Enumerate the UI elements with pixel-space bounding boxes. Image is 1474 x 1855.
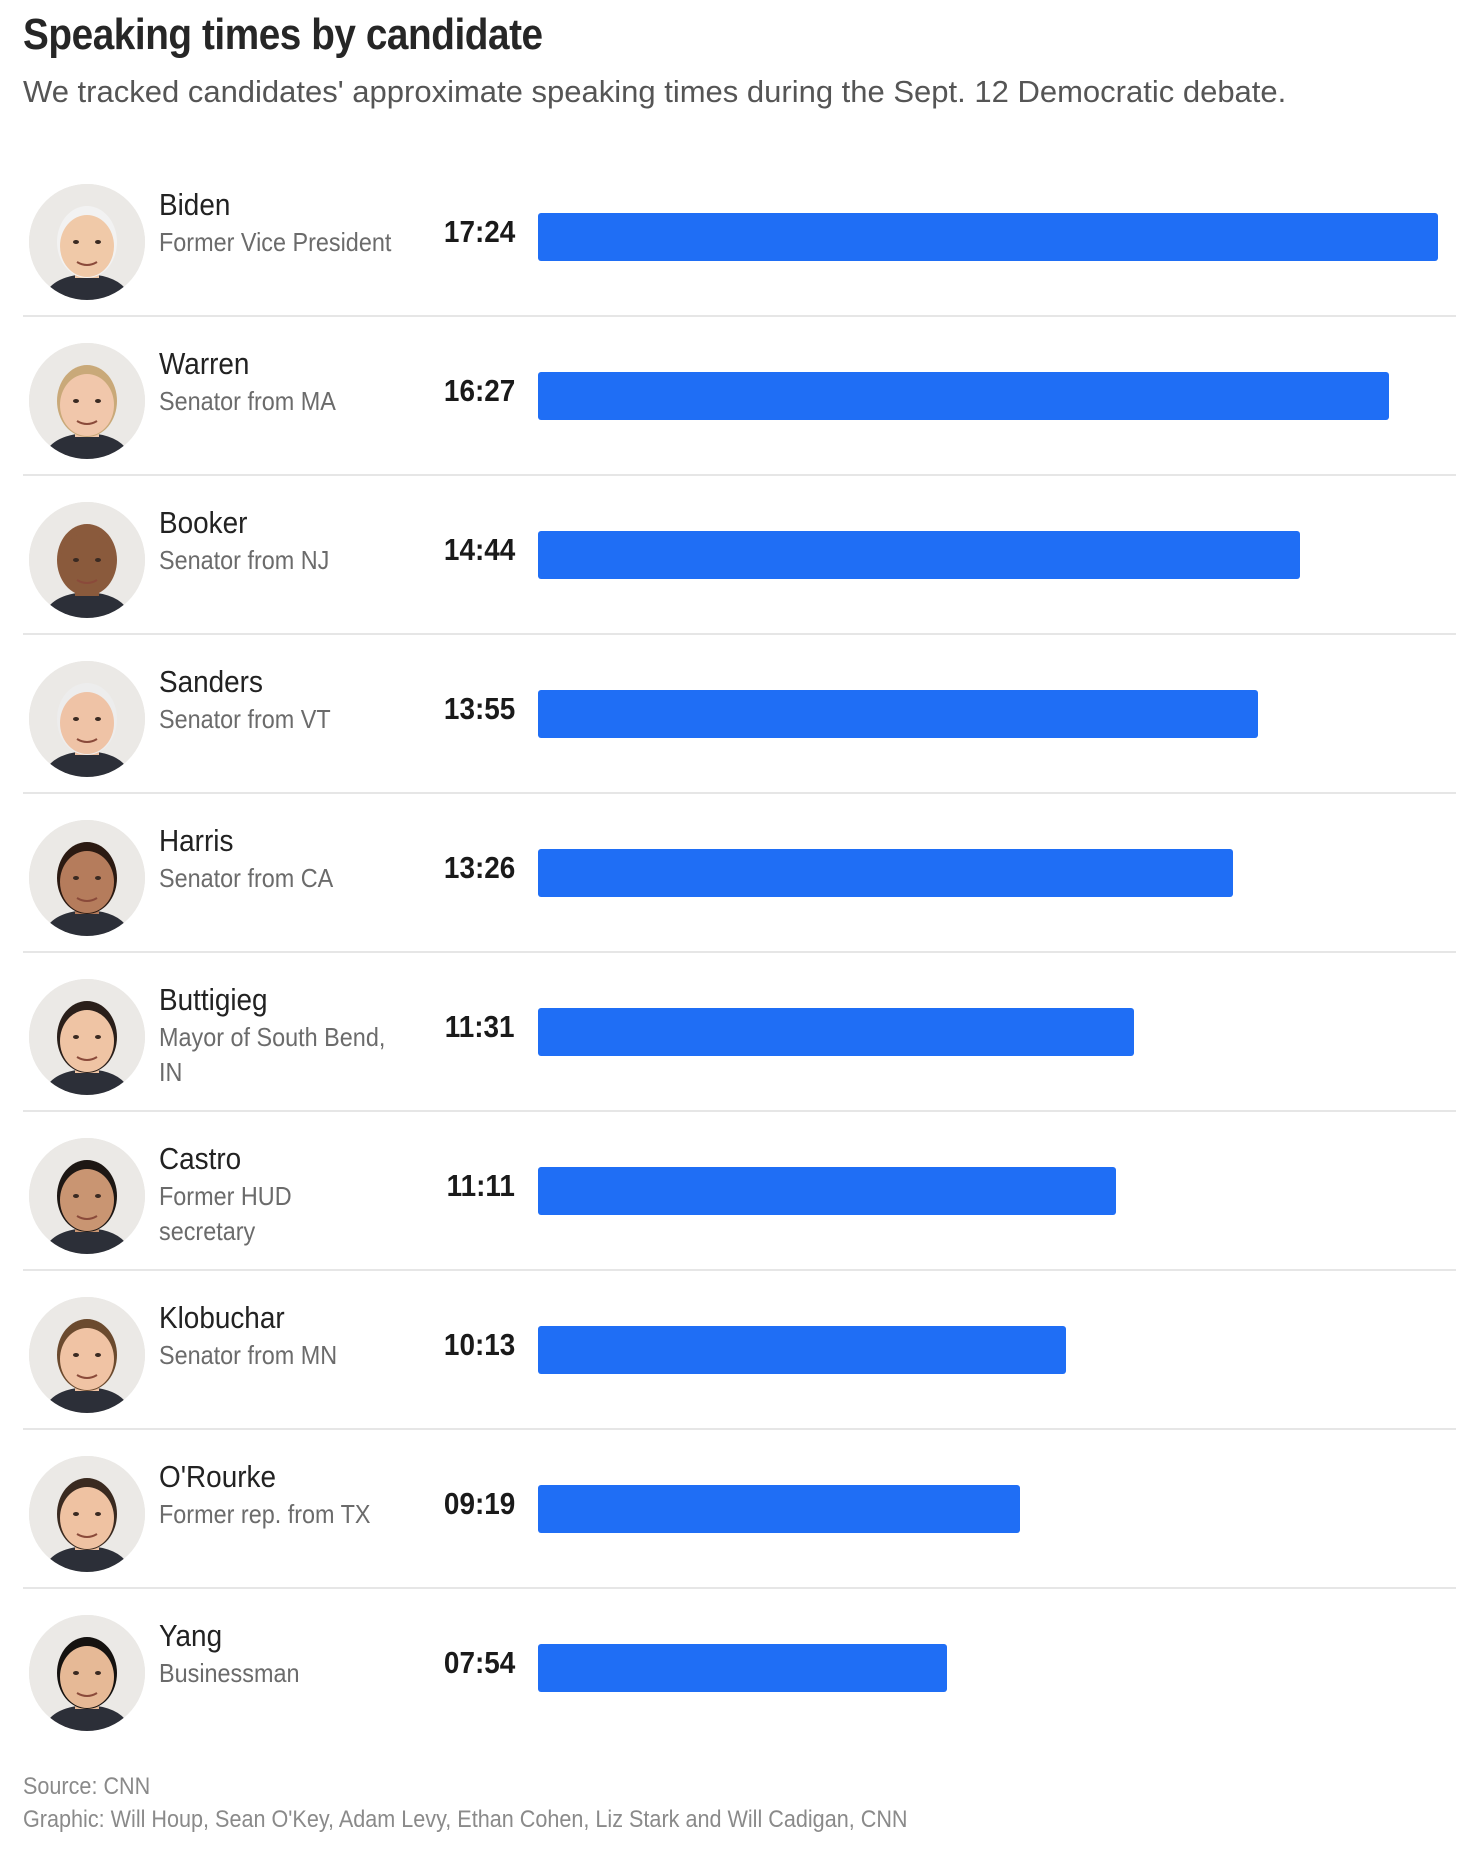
candidate-role: Senator from MN xyxy=(159,1340,338,1370)
speaking-time-bar xyxy=(538,531,1300,579)
orourke-portrait-icon xyxy=(29,1456,145,1572)
speaking-time-bar xyxy=(538,372,1389,420)
candidate-name: Sanders xyxy=(159,664,263,699)
candidate-row: Biden Former Vice President 17:24 xyxy=(23,158,1456,317)
candidate-name: Yang xyxy=(159,1618,223,1653)
candidate-label: Sanders Senator from VT xyxy=(159,663,419,737)
speaking-time-bar xyxy=(538,1644,947,1692)
candidate-row: Harris Senator from CA 13:26 xyxy=(23,794,1456,953)
candidate-row: Buttigieg Mayor of South Bend, IN 11:31 xyxy=(23,953,1456,1112)
candidate-label: Biden Former Vice President xyxy=(159,186,419,260)
candidate-role: Senator from MA xyxy=(159,386,336,416)
candidate-label: Buttigieg Mayor of South Bend, IN xyxy=(159,981,419,1090)
speaking-time-bar xyxy=(538,849,1233,897)
chart-title: Speaking times by candidate xyxy=(23,10,543,59)
candidate-rows: Biden Former Vice President 17:24 Warren Sen… xyxy=(23,158,1456,1748)
speaking-time-label: 09:19 xyxy=(443,1486,515,1521)
candidate-name: Warren xyxy=(159,346,250,381)
candidate-row: Booker Senator from NJ 14:44 xyxy=(23,476,1456,635)
candidate-name: Harris xyxy=(159,823,234,858)
candidate-label: Castro Former HUD secretary xyxy=(159,1140,419,1249)
candidate-row: Sanders Senator from VT 13:55 xyxy=(23,635,1456,794)
candidate-row: Warren Senator from MA 16:27 xyxy=(23,317,1456,476)
candidate-label: Klobuchar Senator from MN xyxy=(159,1299,419,1373)
sanders-portrait-icon xyxy=(29,661,145,777)
booker-portrait-icon xyxy=(29,502,145,618)
source-note: Source: CNN xyxy=(23,1773,151,1800)
candidate-name: Buttigieg xyxy=(159,982,268,1017)
candidate-name: Castro xyxy=(159,1141,242,1176)
candidate-role: Mayor of South Bend, IN xyxy=(159,1022,386,1087)
klobuchar-portrait-icon xyxy=(29,1297,145,1413)
candidate-name: Booker xyxy=(159,505,248,540)
speaking-time-label: 17:24 xyxy=(443,214,515,249)
graphic-credit: Graphic: Will Houp, Sean O'Key, Adam Lev… xyxy=(23,1806,908,1833)
speaking-time-bar xyxy=(538,1326,1066,1374)
candidate-label: Yang Businessman xyxy=(159,1617,419,1691)
warren-portrait-icon xyxy=(29,343,145,459)
speaking-time-label: 16:27 xyxy=(443,373,515,408)
candidate-name: Klobuchar xyxy=(159,1300,285,1335)
candidate-role: Senator from CA xyxy=(159,863,334,893)
chart-footer: Source: CNN Graphic: Will Houp, Sean O'K… xyxy=(23,1770,908,1836)
speaking-time-label: 11:11 xyxy=(446,1168,515,1203)
speaking-time-label: 13:55 xyxy=(443,691,515,726)
castro-portrait-icon xyxy=(29,1138,145,1254)
candidate-label: Warren Senator from MA xyxy=(159,345,419,419)
candidate-role: Businessman xyxy=(159,1658,300,1688)
speaking-time-label: 07:54 xyxy=(443,1645,515,1680)
candidate-name: Biden xyxy=(159,187,231,222)
candidate-role: Former rep. from TX xyxy=(159,1499,371,1529)
speaking-time-bar xyxy=(538,1167,1116,1215)
speaking-time-label: 14:44 xyxy=(443,532,515,567)
buttigieg-portrait-icon xyxy=(29,979,145,1095)
candidate-label: Booker Senator from NJ xyxy=(159,504,419,578)
candidate-role: Senator from NJ xyxy=(159,545,330,575)
candidate-label: Harris Senator from CA xyxy=(159,822,419,896)
candidate-row: Castro Former HUD secretary 11:11 xyxy=(23,1112,1456,1271)
speaking-time-label: 10:13 xyxy=(443,1327,515,1362)
chart-subtitle: We tracked candidates' approximate speak… xyxy=(23,74,1287,109)
speaking-time-label: 11:31 xyxy=(445,1009,515,1044)
candidate-role: Senator from VT xyxy=(159,704,331,734)
candidate-role: Former Vice President xyxy=(159,227,392,257)
biden-portrait-icon xyxy=(29,184,145,300)
speaking-time-label: 13:26 xyxy=(443,850,515,885)
candidate-label: O'Rourke Former rep. from TX xyxy=(159,1458,419,1532)
yang-portrait-icon xyxy=(29,1615,145,1731)
speaking-time-bar xyxy=(538,213,1438,261)
candidate-name: O'Rourke xyxy=(159,1459,276,1494)
speaking-time-bar xyxy=(538,1008,1134,1056)
candidate-row: Yang Businessman 07:54 xyxy=(23,1589,1456,1748)
candidate-role: Former HUD secretary xyxy=(159,1181,292,1246)
speaking-time-bar xyxy=(538,690,1258,738)
harris-portrait-icon xyxy=(29,820,145,936)
candidate-row: Klobuchar Senator from MN 10:13 xyxy=(23,1271,1456,1430)
candidate-row: O'Rourke Former rep. from TX 09:19 xyxy=(23,1430,1456,1589)
speaking-time-bar xyxy=(538,1485,1020,1533)
